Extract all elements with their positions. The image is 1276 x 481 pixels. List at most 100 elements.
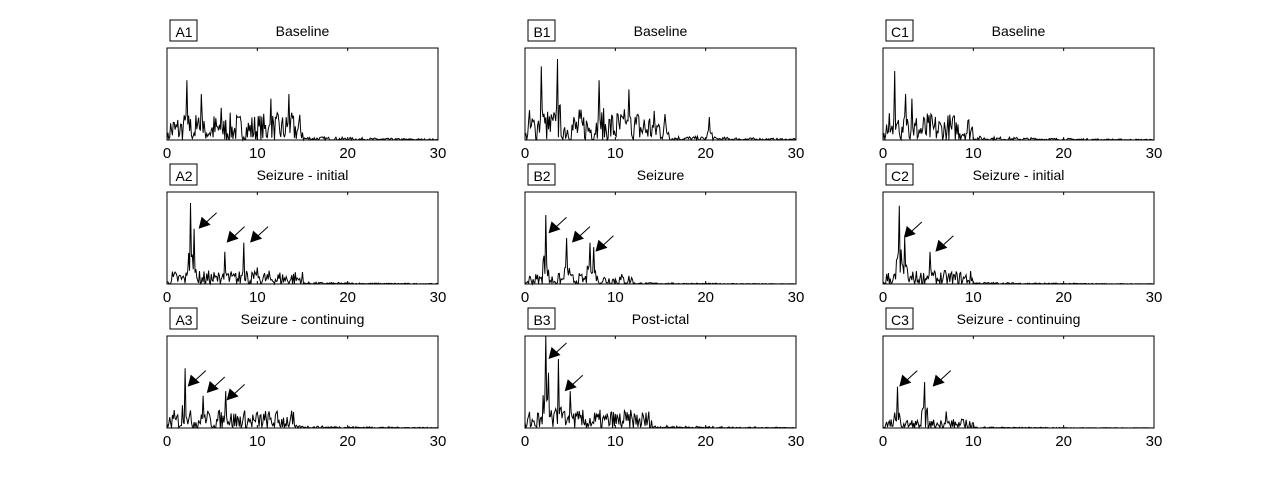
panel-title: Seizure <box>637 167 685 183</box>
panel-label-box <box>885 307 914 330</box>
x-tick-label: 20 <box>1055 145 1072 162</box>
panel-title: Baseline <box>276 23 330 39</box>
panel-b2: 0 10 20 30 Seizure B2 <box>521 163 805 306</box>
panel-a2: 0 10 20 30 Seizure - initial A2 <box>163 163 447 306</box>
x-tick-label: 30 <box>788 145 805 162</box>
panel-label-box <box>169 163 198 186</box>
panel-label-box <box>885 163 914 186</box>
panel-title: Seizure - initial <box>257 167 349 183</box>
x-tick-label: 20 <box>1055 289 1072 306</box>
x-tick-label: 20 <box>339 145 356 162</box>
panel-c1: 0 10 20 30 Baseline C1 <box>879 19 1163 162</box>
panel-b3: 0 10 20 30 Post-ictal B3 <box>521 307 805 450</box>
panel-title: Seizure - continuing <box>241 311 365 327</box>
arrow-head <box>226 388 239 401</box>
spectrum-line <box>166 202 438 286</box>
spectrum-line <box>882 381 1155 430</box>
panel-label-box <box>885 19 914 42</box>
plot-frame <box>524 191 797 285</box>
arrow-head <box>548 221 561 234</box>
x-tick-label: 0 <box>879 289 887 306</box>
spectrum-line <box>524 58 797 142</box>
panel-c2: 0 10 20 30 Seizure - initial C2 <box>879 163 1162 306</box>
panel-title: Seizure - initial <box>973 167 1065 183</box>
arrow-head <box>571 230 584 243</box>
plot-frame <box>524 47 797 141</box>
x-tick-label: 30 <box>430 433 447 450</box>
x-tick-label: 30 <box>1146 433 1163 450</box>
panel-label-box <box>527 307 556 330</box>
x-tick-label: 30 <box>430 289 447 306</box>
panel-label: B1 <box>533 24 550 40</box>
x-tick-label: 20 <box>697 289 714 306</box>
panel-title: Baseline <box>634 23 688 39</box>
x-tick-label: 30 <box>1146 145 1163 162</box>
plot-frame <box>882 191 1155 285</box>
x-tick-label: 10 <box>607 289 624 306</box>
spectrum-line <box>524 214 797 286</box>
arrow-head <box>932 374 945 387</box>
x-tick-label: 10 <box>965 433 982 450</box>
x-tick-label: 20 <box>697 433 714 450</box>
x-tick-label: 10 <box>965 145 982 162</box>
x-tick-label: 10 <box>249 289 266 306</box>
panel-title: Post-ictal <box>632 311 690 327</box>
spectrum-line <box>524 335 797 430</box>
x-tick-label: 10 <box>249 145 266 162</box>
panel-c3: 0 10 20 30 Seizure - continuing C3 <box>879 307 1163 450</box>
x-tick-label: 30 <box>788 289 805 306</box>
x-tick-label: 30 <box>430 145 447 162</box>
arrow-head <box>564 379 577 392</box>
x-tick-label: 0 <box>879 433 887 450</box>
x-tick-label: 20 <box>339 289 356 306</box>
panel-label-box <box>169 19 198 42</box>
panel-label: C2 <box>891 168 909 184</box>
plot-frame <box>524 335 797 429</box>
arrow-head <box>226 230 239 243</box>
panel-label: A3 <box>175 312 192 328</box>
x-tick-label: 10 <box>607 433 624 450</box>
plot-frame <box>166 191 439 285</box>
plot-frame <box>166 47 439 141</box>
x-tick-label: 20 <box>1055 433 1072 450</box>
panel-label-box <box>169 307 198 330</box>
panel-label: B2 <box>533 168 550 184</box>
plot-frame <box>882 47 1155 141</box>
x-tick-label: 20 <box>339 433 356 450</box>
arrow-head <box>198 216 211 229</box>
x-tick-label: 10 <box>249 433 266 450</box>
arrow-head <box>899 374 912 387</box>
panel-label: A2 <box>175 168 192 184</box>
panel-b1: 0 10 20 30 Baseline B1 <box>521 19 805 162</box>
panel-label: B3 <box>533 312 550 328</box>
x-tick-label: 0 <box>163 289 171 306</box>
panel-title: Baseline <box>992 23 1046 39</box>
spectrum-line <box>166 368 439 430</box>
arrow-head <box>548 347 561 359</box>
arrow-head <box>206 381 219 394</box>
spectrum-line <box>882 70 1155 142</box>
panel-label: C3 <box>891 312 909 328</box>
panel-a3: 0 10 20 30 Seizure - continuing A3 <box>163 307 447 450</box>
panel-label: C1 <box>891 24 909 40</box>
arrow-head <box>935 239 948 252</box>
panel-label-box <box>527 19 556 42</box>
x-tick-label: 0 <box>163 433 171 450</box>
arrow-head <box>903 226 916 238</box>
panel-label-box <box>527 163 556 186</box>
x-tick-label: 30 <box>788 433 805 450</box>
x-tick-label: 10 <box>965 289 982 306</box>
panel-a1: 0 10 20 30 Baseline A1 <box>163 19 447 162</box>
x-tick-label: 0 <box>163 145 171 162</box>
arrow-head <box>250 230 263 243</box>
x-tick-label: 0 <box>521 145 529 162</box>
plot-frame <box>882 335 1155 429</box>
x-tick-label: 10 <box>607 145 624 162</box>
arrow-head <box>187 374 200 387</box>
x-tick-label: 0 <box>521 433 529 450</box>
plot-frame <box>166 335 439 429</box>
x-tick-label: 0 <box>879 145 887 162</box>
panel-label: A1 <box>175 24 192 40</box>
arrow-head <box>595 239 608 252</box>
